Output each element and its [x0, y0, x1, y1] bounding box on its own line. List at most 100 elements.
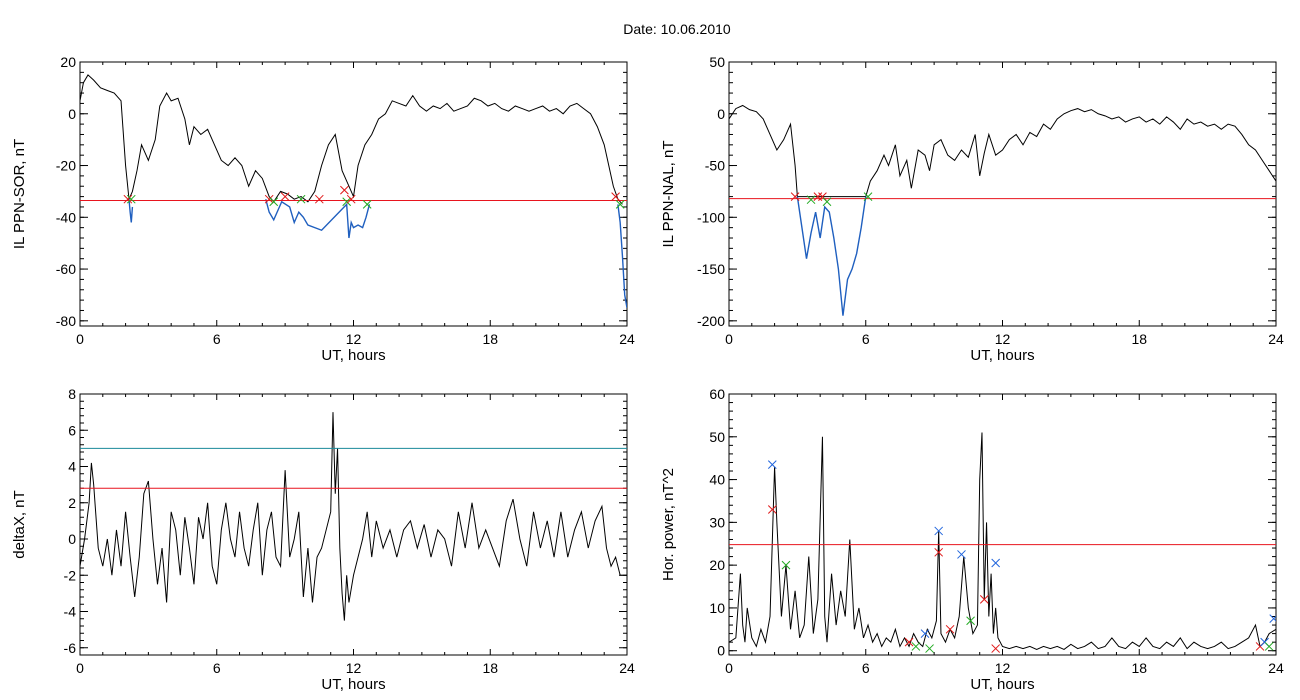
y-tick-label: 0 — [717, 643, 725, 659]
marker-red-x — [314, 194, 324, 204]
y-axis-label: IL PPN-NAL, nT — [660, 141, 677, 248]
marker-red-x — [904, 637, 914, 647]
y-tick-label: -60 — [56, 261, 76, 277]
series-line — [729, 432, 1276, 651]
y-tick-label: -100 — [697, 209, 725, 225]
marker-red-x — [611, 192, 620, 201]
x-tick-label: 24 — [619, 331, 635, 347]
marker-green-x — [911, 642, 921, 651]
panel-deltax: 0 6 12 18 24 8 6 4 2 0 -2 -4 -6 UT, hours deltaX, nT — [11, 386, 635, 693]
marker-blue-x — [934, 526, 944, 536]
plot-frame — [728, 393, 1277, 656]
y-axis-label: Hor. power, nT^2 — [660, 468, 677, 581]
marker-green-x — [925, 644, 934, 653]
x-tick-label: 12 — [346, 331, 362, 347]
y-tick-label: 20 — [709, 557, 725, 573]
x-tick-label: 0 — [76, 660, 84, 676]
marker-green-x — [269, 197, 279, 207]
y-axis-label: deltaX, nT — [11, 490, 28, 558]
x-tick-label: 0 — [725, 331, 733, 347]
x-tick-label: 24 — [1268, 660, 1284, 676]
y-tick-label: -20 — [56, 158, 76, 174]
x-tick-label: 24 — [619, 660, 635, 676]
marker-green-x — [362, 199, 372, 209]
marker-green-x — [781, 560, 791, 570]
x-tick-label: 18 — [482, 660, 498, 676]
y-tick-label: -40 — [56, 209, 76, 225]
marker-green-x — [342, 197, 352, 207]
y-tick-label: -6 — [64, 640, 77, 656]
marker-green-x — [822, 197, 832, 207]
plot-frame — [728, 61, 1277, 327]
highlight-series-line — [128, 199, 134, 223]
y-tick-label: 6 — [68, 422, 76, 438]
y-tick-label: 10 — [709, 600, 725, 616]
y-tick-label: 0 — [68, 531, 76, 547]
x-tick-label: 12 — [346, 660, 362, 676]
marker-green-x — [615, 199, 625, 209]
marker-red-x — [991, 644, 1001, 653]
x-axis-label: UT, hours — [321, 347, 385, 364]
marker-red-x — [264, 194, 274, 204]
y-tick-label: 4 — [68, 459, 76, 475]
marker-blue-x — [957, 550, 966, 559]
y-tick-label: -150 — [697, 261, 725, 277]
marker-red-x — [945, 624, 955, 634]
panel-nal: 0 6 12 18 24 50 0 -50 -100 -150 -200 UT, hours IL PP… — [660, 54, 1284, 364]
y-tick-label: 20 — [60, 54, 76, 70]
marker-red-x — [280, 192, 290, 201]
series-line — [729, 104, 1276, 198]
data-layer — [80, 412, 627, 621]
marker-blue-x — [1269, 614, 1276, 623]
marker-blue-x — [767, 460, 777, 469]
x-axis-label: UT, hours — [970, 676, 1034, 693]
x-tick-label: 12 — [995, 331, 1011, 347]
marker-blue-x — [920, 629, 930, 638]
marker-green-x — [126, 194, 136, 204]
marker-blue-x — [991, 558, 1001, 568]
marker-red-x — [813, 192, 823, 201]
marker-red-x — [340, 185, 349, 195]
x-tick-label: 6 — [213, 331, 221, 347]
panel-sor: 0 6 12 18 24 20 0 -20 -40 -60 -80 UT, hours IL PPN-S… — [11, 54, 635, 364]
highlight-series-line — [796, 196, 867, 316]
x-tick-label: 6 — [213, 660, 221, 676]
x-tick-label: 0 — [76, 331, 84, 347]
series-line — [80, 74, 623, 205]
y-tick-label: 0 — [68, 106, 76, 122]
y-tick-label: 2 — [68, 495, 76, 511]
y-tick-label: -80 — [56, 313, 76, 329]
marker-green-x — [863, 192, 873, 201]
x-tick-label: 6 — [862, 331, 870, 347]
data-layer — [729, 104, 1276, 316]
x-axis-label: UT, hours — [970, 347, 1034, 364]
marker-green-x — [966, 616, 975, 626]
marker-red-x — [934, 547, 944, 557]
y-tick-label: 40 — [709, 472, 725, 488]
x-axis-label: UT, hours — [321, 676, 385, 693]
marker-green-x — [806, 195, 816, 205]
x-tick-label: 0 — [725, 660, 733, 676]
series-line — [80, 412, 627, 621]
marker-green-x — [1264, 642, 1274, 651]
y-tick-label: 50 — [709, 54, 725, 70]
x-tick-label: 12 — [995, 660, 1011, 676]
y-tick-label: 50 — [709, 429, 725, 445]
plot-frame — [79, 393, 628, 656]
y-tick-label: -200 — [697, 313, 725, 329]
y-tick-label: -4 — [64, 604, 77, 620]
x-tick-label: 24 — [1268, 331, 1284, 347]
y-tick-label: 0 — [717, 106, 725, 122]
x-tick-label: 6 — [862, 660, 870, 676]
marker-red-x — [346, 194, 356, 204]
x-tick-label: 18 — [482, 331, 498, 347]
x-tick-label: 18 — [1131, 331, 1147, 347]
x-tick-label: 18 — [1131, 660, 1147, 676]
y-tick-label: 60 — [709, 386, 725, 402]
marker-red-x — [790, 192, 800, 201]
y-tick-label: 30 — [709, 514, 725, 530]
marker-red-x — [767, 505, 777, 514]
y-tick-label: -2 — [64, 567, 77, 583]
marker-green-x — [296, 194, 306, 204]
